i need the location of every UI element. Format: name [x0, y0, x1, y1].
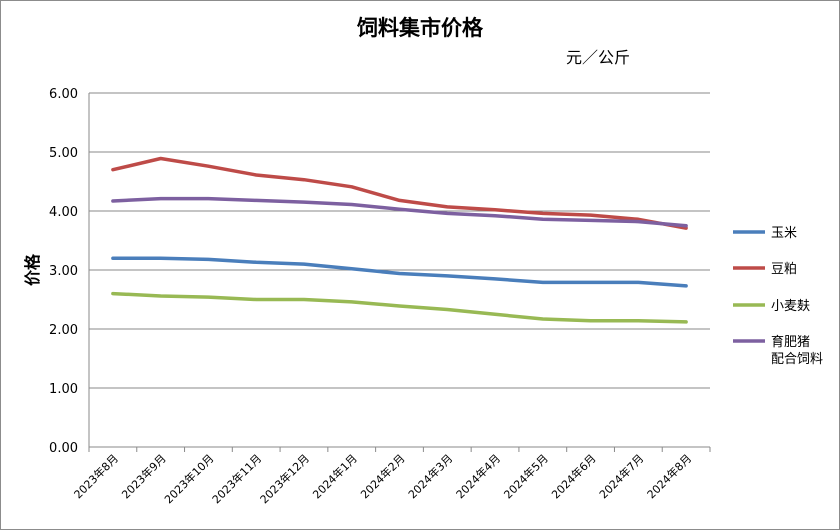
legend-label: 育肥猪 [771, 334, 810, 350]
y-tick-label: 3.00 [49, 264, 78, 279]
x-tick-label: 2023年8月 [71, 451, 121, 501]
x-tick-label: 2024年5月 [501, 451, 551, 501]
x-tick-label: 2024年3月 [405, 451, 455, 501]
y-tick-label: 2.00 [49, 323, 78, 338]
series-line [111, 196, 688, 228]
x-tick-label: 2023年11月 [209, 451, 264, 506]
y-axis-label: 价格 [23, 253, 42, 286]
x-tick-label: 2024年2月 [357, 451, 407, 501]
x-tick-label: 2024年8月 [644, 451, 694, 501]
y-tick-labels: 0.00 1.00 2.00 3.00 4.00 5.00 6.00 [49, 87, 78, 456]
legend-label: 豆粕 [771, 262, 797, 277]
x-tick-labels: 2023年8月2023年9月2023年10月2023年11月2023年12月20… [71, 451, 694, 506]
x-tick-label: 2024年6月 [548, 451, 598, 501]
x-tick-label: 2024年7月 [596, 451, 646, 501]
series-lines [111, 156, 688, 324]
y-tick-label: 4.00 [49, 205, 78, 220]
gridlines [88, 92, 711, 452]
x-tick-label: 2023年10月 [161, 451, 216, 506]
series-line [111, 256, 688, 288]
chart-unit: 元／公斤 [566, 48, 631, 67]
y-tick-label: 1.00 [49, 382, 78, 397]
legend-label: 配合饲料 [771, 352, 823, 367]
legend-label: 玉米 [771, 226, 797, 241]
y-tick-label: 0.00 [49, 441, 78, 456]
y-tick-label: 5.00 [49, 146, 78, 161]
legend-label: 小麦麸 [771, 299, 810, 314]
chart-title: 饲料集市价格 [357, 16, 483, 40]
x-tick-label: 2024年4月 [453, 451, 503, 501]
series-line [111, 291, 688, 324]
x-tick-label: 2024年1月 [310, 451, 360, 501]
y-tick-label: 6.00 [49, 87, 78, 102]
x-tick-label: 2023年12月 [257, 451, 312, 506]
x-tick-label: 2023年9月 [119, 451, 169, 501]
series-line [111, 156, 688, 230]
